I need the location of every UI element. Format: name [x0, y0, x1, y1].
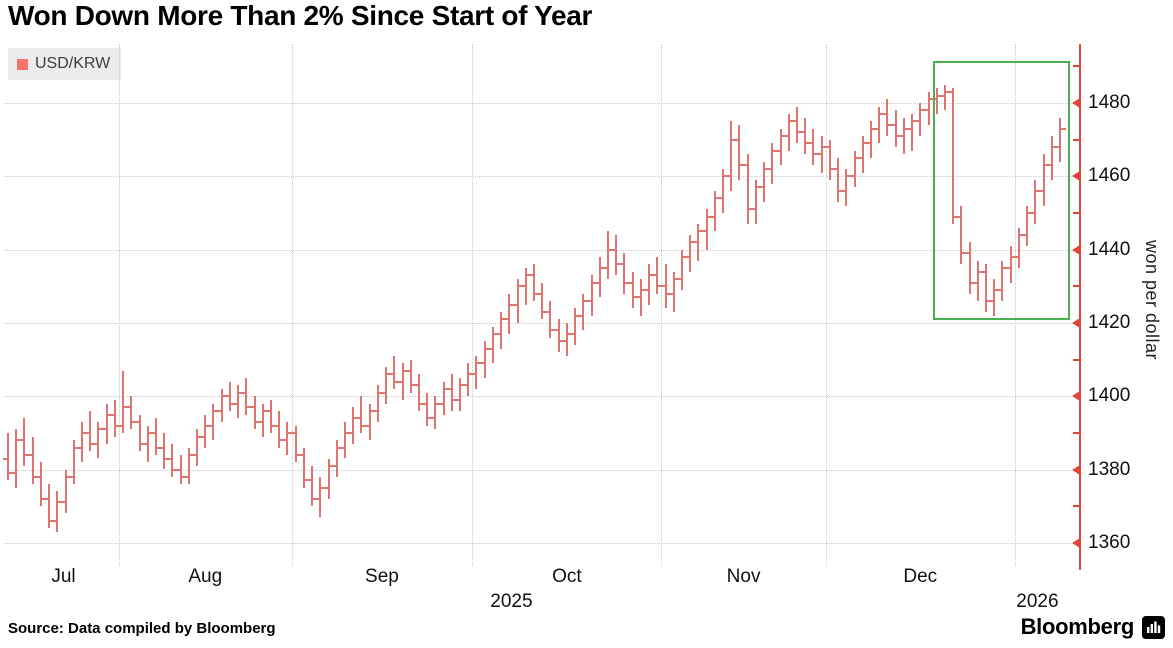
gridline-month-Dec: [825, 44, 827, 566]
y-tick-label-1420: 1420: [1088, 311, 1131, 333]
gridline-month-Oct: [472, 44, 474, 566]
gridline-y-1360: [5, 542, 1080, 544]
bloomberg-wordmark: Bloomberg: [1020, 614, 1135, 639]
y-major-tick: [1072, 98, 1080, 108]
y-minor-tick: [1073, 505, 1080, 508]
gridline-y-1420: [5, 322, 1080, 324]
gridline-month-Jan: [1014, 44, 1016, 566]
legend-label: USD/KRW: [35, 55, 111, 72]
y-tick-label-1360: 1360: [1088, 531, 1131, 553]
gridline-y-1380: [5, 469, 1080, 471]
x-tick-label-Dec: Dec: [903, 566, 938, 587]
gridline-y-1460: [5, 176, 1080, 178]
y-major-tick: [1072, 537, 1080, 548]
y-tick-label-1460: 1460: [1088, 165, 1131, 187]
gridline-month-Aug: [118, 44, 120, 566]
y-major-tick: [1072, 391, 1080, 402]
x-tick-label-Sep: Sep: [365, 566, 399, 587]
bloomberg-branding: Bloomberg: [1021, 614, 1165, 640]
legend-swatch-icon: [17, 58, 28, 70]
highlight-annotation-box: [933, 60, 1070, 320]
y-tick-label-1400: 1400: [1088, 385, 1131, 407]
y-tick-label-1480: 1480: [1088, 92, 1131, 113]
gridline-y-1480: [5, 103, 1080, 104]
bloomberg-bars-icon: [1142, 615, 1165, 639]
y-tick-label-1440: 1440: [1088, 238, 1131, 260]
y-minor-tick: [1073, 431, 1080, 434]
y-major-tick: [1072, 244, 1080, 255]
x-tick-label-Jul: Jul: [51, 566, 76, 587]
y-minor-tick: [1073, 138, 1080, 141]
y-axis-title: won per dollar: [1142, 239, 1162, 361]
y-axis-line: [1079, 44, 1081, 570]
x-year-label-2025: 2025: [490, 591, 533, 612]
gridline-y-1400: [5, 396, 1080, 398]
y-minor-tick: [1073, 211, 1080, 214]
gridline-month-Nov: [661, 44, 663, 566]
page-title: Won Down More Than 2% Since Start of Yea…: [8, 0, 593, 31]
y-tick-label-1380: 1380: [1088, 458, 1131, 480]
y-minor-tick: [1073, 65, 1080, 68]
source-attribution: Source: Data compiled by Bloomberg: [8, 620, 276, 637]
y-major-tick: [1072, 317, 1080, 328]
gridline-month-Sep: [291, 44, 293, 566]
gridline-y-1440: [5, 249, 1080, 251]
y-major-tick: [1072, 171, 1080, 182]
x-year-label-2026: 2026: [1016, 591, 1059, 612]
legend-chip[interactable]: USD/KRW: [8, 48, 122, 80]
x-tick-label-Aug: Aug: [188, 566, 223, 587]
y-major-tick: [1072, 464, 1080, 475]
x-tick-label-Nov: Nov: [726, 566, 761, 587]
y-minor-tick: [1073, 358, 1080, 361]
y-minor-tick: [1073, 285, 1080, 288]
x-tick-label-Oct: Oct: [552, 566, 582, 587]
